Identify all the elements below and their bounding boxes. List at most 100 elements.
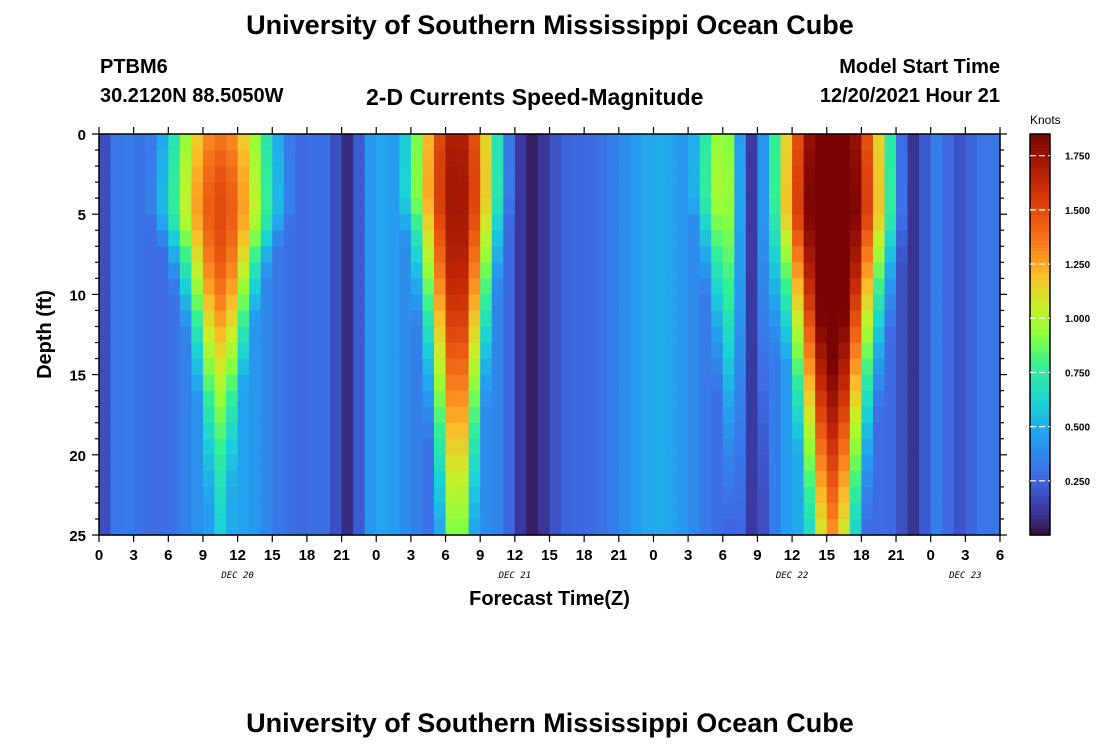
colorbar-swatch <box>1030 257 1050 262</box>
heatmap-cell <box>584 502 597 520</box>
heatmap-cell <box>953 486 966 504</box>
heatmap-cell <box>410 422 424 440</box>
heatmap-cell <box>364 326 377 344</box>
heatmap-cell <box>653 470 666 488</box>
heatmap-cell <box>364 406 377 424</box>
heatmap-cell <box>168 214 181 231</box>
heatmap-cell <box>318 134 331 151</box>
heatmap-cell <box>676 150 689 167</box>
heatmap-cell <box>295 406 308 424</box>
heatmap-cell <box>537 390 551 408</box>
heatmap-cell <box>318 198 331 215</box>
heatmap-cell <box>433 198 447 215</box>
heatmap-cell <box>745 294 759 312</box>
heatmap-cell <box>734 486 747 504</box>
colorbar-swatch <box>1030 474 1050 479</box>
heatmap-cell <box>838 230 851 247</box>
heatmap-cell <box>179 502 193 520</box>
heatmap-cell <box>468 310 481 328</box>
heatmap-cell <box>145 502 158 520</box>
heatmap-cell <box>295 230 308 247</box>
heatmap-cell <box>803 310 816 328</box>
heatmap-cell <box>792 310 805 328</box>
heatmap-cell <box>364 374 377 392</box>
heatmap-cell <box>653 342 666 360</box>
heatmap-cell <box>491 262 504 279</box>
heatmap-cell <box>734 342 747 360</box>
heatmap-cell <box>618 390 631 408</box>
heatmap-cell <box>202 486 216 504</box>
heatmap-cell <box>133 150 146 167</box>
heatmap-cell <box>260 294 273 312</box>
heatmap-cell <box>907 134 920 151</box>
heatmap-cell <box>514 182 527 199</box>
heatmap-cell <box>965 518 978 536</box>
heatmap-cell <box>630 134 643 151</box>
heatmap-cell <box>930 422 943 440</box>
heatmap-cell <box>110 454 123 472</box>
colorbar-swatch <box>1030 411 1050 416</box>
heatmap-cell <box>503 502 516 520</box>
heatmap-cell <box>641 278 655 295</box>
heatmap-cell <box>168 406 181 424</box>
heatmap-cell <box>318 422 331 440</box>
heatmap-cell <box>214 406 227 424</box>
heatmap-cell <box>803 166 816 183</box>
heatmap-cell <box>433 310 447 328</box>
heatmap-cell <box>433 262 447 279</box>
heatmap-cell <box>676 278 689 295</box>
heatmap-cell <box>792 486 805 504</box>
heatmap-cell <box>549 150 562 167</box>
heatmap-cell <box>561 454 574 472</box>
heatmap-cell <box>457 470 470 488</box>
heatmap-cell <box>364 182 377 199</box>
heatmap-cell <box>561 374 574 392</box>
heatmap-cell <box>734 374 747 392</box>
heatmap-cell <box>399 454 412 472</box>
heatmap-cell <box>607 438 620 456</box>
heatmap-cell <box>572 150 585 167</box>
heatmap-cell <box>422 486 435 504</box>
heatmap-cell <box>249 486 262 504</box>
colorbar-swatch <box>1030 521 1050 526</box>
heatmap-cell <box>202 198 216 215</box>
heatmap-cell <box>572 310 585 328</box>
x-axis-label: Forecast Time(Z) <box>469 588 630 610</box>
heatmap-cell <box>445 406 458 424</box>
heatmap-cell <box>410 326 424 344</box>
heatmap-cell <box>722 198 735 215</box>
heatmap-cell <box>179 454 193 472</box>
heatmap-cell <box>191 262 204 279</box>
heatmap-cell <box>838 150 851 167</box>
heatmap-cell <box>665 486 678 504</box>
heatmap-cell <box>907 518 920 536</box>
heatmap-cell <box>249 214 262 231</box>
heatmap-cell <box>399 134 412 151</box>
heatmap-cell <box>711 470 724 488</box>
heatmap-cell <box>503 358 516 376</box>
heatmap-cell <box>376 470 389 488</box>
heatmap-cell <box>757 358 770 376</box>
colorbar-swatch <box>1030 291 1050 295</box>
heatmap-cell <box>549 374 562 392</box>
heatmap-cell <box>376 486 389 504</box>
heatmap-cell <box>410 246 424 263</box>
heatmap-cell <box>815 310 828 328</box>
heatmap-cell <box>480 134 493 151</box>
heatmap-cell <box>122 502 135 520</box>
heatmap-cell <box>607 214 620 231</box>
heatmap-cell <box>457 342 470 360</box>
heatmap-cell <box>734 454 747 472</box>
heatmap-cell <box>237 390 250 408</box>
heatmap-cell <box>457 262 470 279</box>
heatmap-cell <box>722 438 735 456</box>
heatmap-cell <box>433 214 447 231</box>
heatmap-cell <box>930 342 943 360</box>
heatmap-cell <box>399 438 412 456</box>
heatmap-cell <box>607 230 620 247</box>
heatmap-cell <box>641 470 655 488</box>
heatmap-cell <box>930 294 943 312</box>
heatmap-cell <box>226 358 239 376</box>
heatmap-cell <box>145 150 158 167</box>
heatmap-cell <box>676 406 689 424</box>
